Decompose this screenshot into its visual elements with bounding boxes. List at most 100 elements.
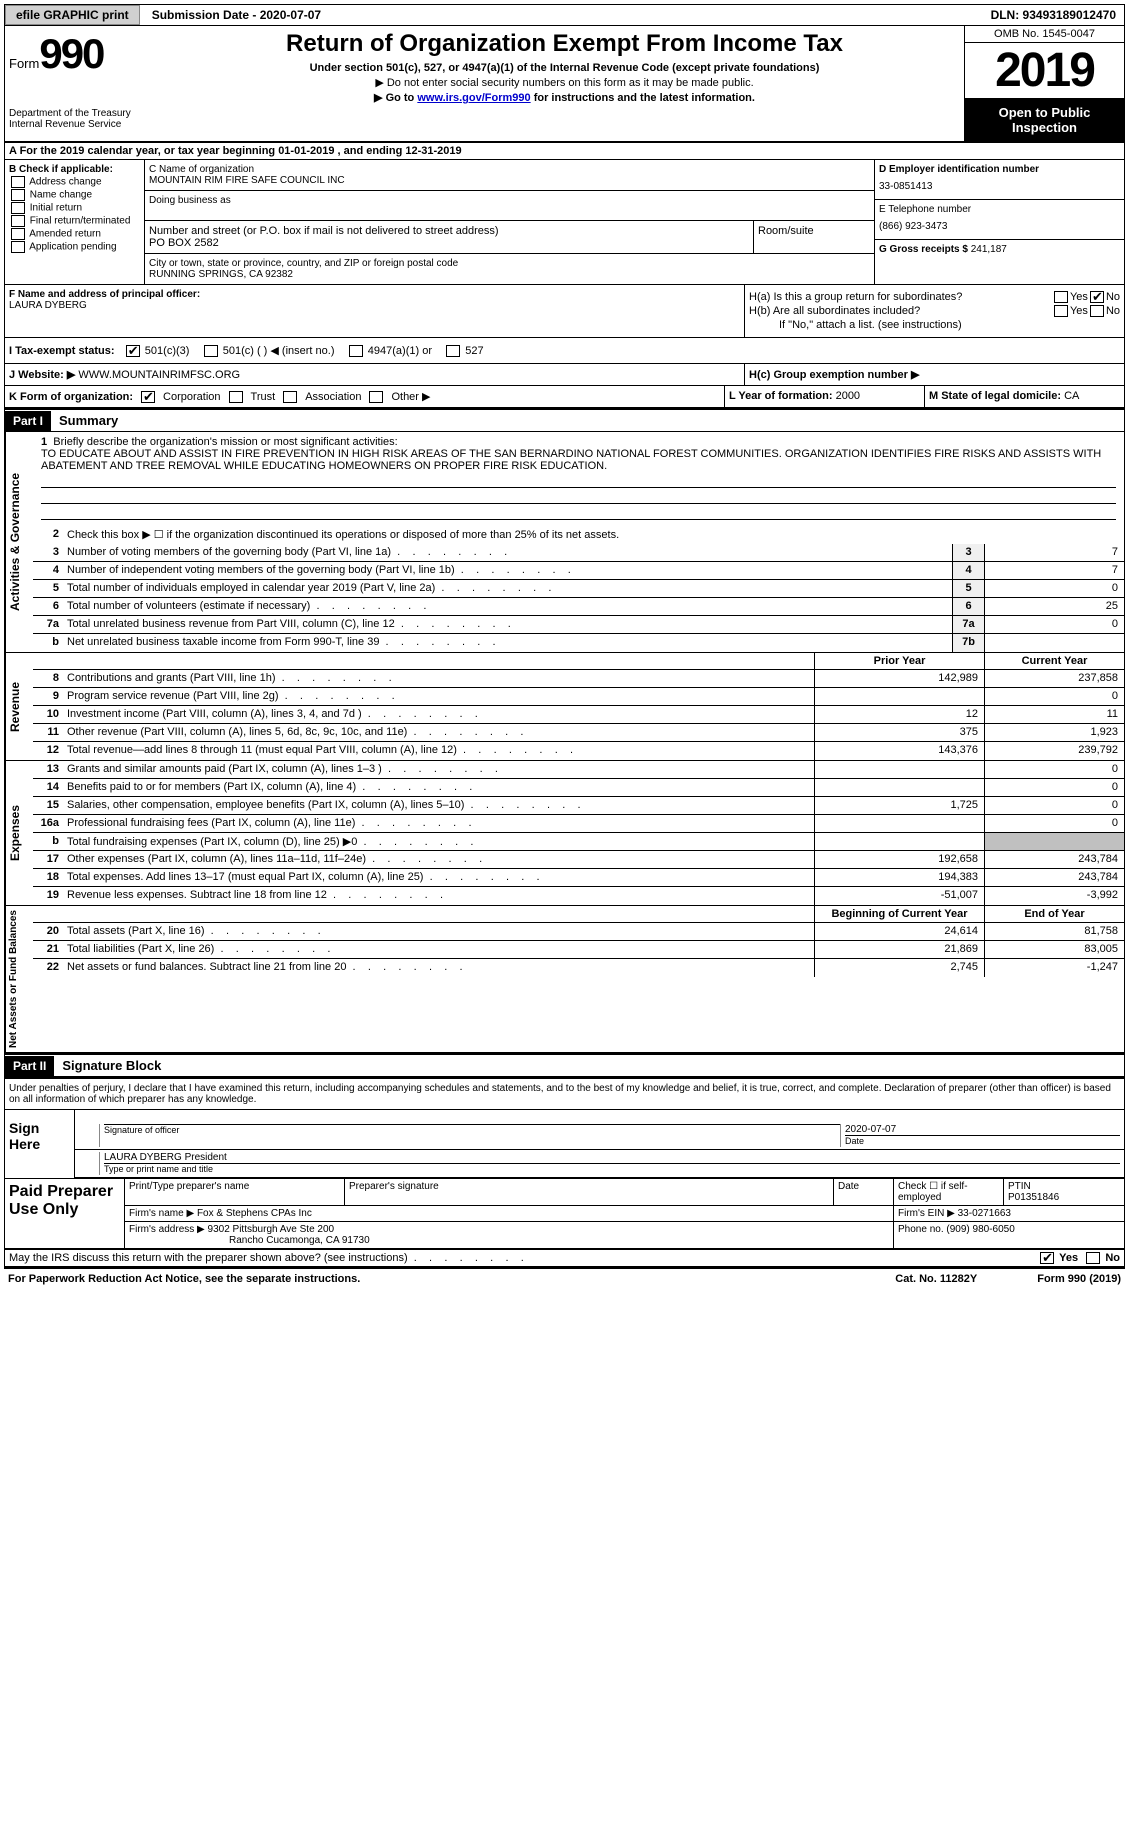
line-13: 13Grants and similar amounts paid (Part …	[33, 761, 1124, 779]
street-address: PO BOX 2582	[149, 237, 749, 249]
form-number: 990	[39, 30, 103, 77]
open-to-public: Open to Public Inspection	[965, 99, 1124, 141]
form-prefix: Form	[9, 56, 39, 71]
line-b: bNet unrelated business taxable income f…	[33, 634, 1124, 652]
check-other[interactable]	[369, 391, 383, 403]
ein: 33-0851413	[879, 181, 1120, 192]
row-j-website: J Website: ▶ WWW.MOUNTAINRIMFSC.ORG	[5, 364, 744, 385]
check-initial-return[interactable]	[11, 202, 25, 214]
vtab-revenue: Revenue	[5, 653, 33, 760]
line-19: 19Revenue less expenses. Subtract line 1…	[33, 887, 1124, 905]
box-f: F Name and address of principal officer:…	[5, 285, 744, 337]
hb-yes[interactable]	[1054, 305, 1068, 317]
check-final-return[interactable]	[11, 215, 25, 227]
line-10: 10Investment income (Part VIII, column (…	[33, 706, 1124, 724]
firm-address-2: Rancho Cucamonga, CA 91730	[229, 1235, 370, 1246]
vtab-governance: Activities & Governance	[5, 432, 33, 652]
firm-ein: 33-0271663	[958, 1208, 1011, 1219]
top-bar: efile GRAPHIC print Submission Date - 20…	[4, 4, 1125, 26]
efile-print-button[interactable]: efile GRAPHIC print	[5, 5, 140, 25]
box-d: D Employer identification number33-08514…	[874, 160, 1124, 284]
line-3: 3Number of voting members of the governi…	[33, 544, 1124, 562]
line-11: 11Other revenue (Part VIII, column (A), …	[33, 724, 1124, 742]
check-amended-return[interactable]	[11, 228, 25, 240]
part-1-header: Part I Summary	[4, 408, 1125, 432]
form-title: Return of Organization Exempt From Incom…	[169, 30, 960, 58]
line-2: Check this box ▶ ☐ if the organization d…	[63, 526, 1124, 544]
line-15: 15Salaries, other compensation, employee…	[33, 797, 1124, 815]
discuss-yes[interactable]	[1040, 1252, 1054, 1264]
ha-yes[interactable]	[1054, 291, 1068, 303]
row-k-form-org: K Form of organization: Corporation Trus…	[5, 386, 724, 407]
signature-date: 2020-07-07	[845, 1124, 896, 1135]
line-16a: 16aProfessional fundraising fees (Part I…	[33, 815, 1124, 833]
line-20: 20Total assets (Part X, line 16) 24,614 …	[33, 923, 1124, 941]
city-state-zip: RUNNING SPRINGS, CA 92382	[149, 269, 870, 280]
dln: DLN: 93493189012470	[983, 6, 1124, 24]
omb-number: OMB No. 1545-0047	[965, 26, 1124, 43]
principal-officer: LAURA DYBERG	[9, 300, 740, 311]
line-9: 9Program service revenue (Part VIII, lin…	[33, 688, 1124, 706]
line-12: 12Total revenue—add lines 8 through 11 (…	[33, 742, 1124, 760]
tax-year: 2019	[965, 43, 1124, 99]
check-527[interactable]	[446, 345, 460, 357]
check-address-change[interactable]	[11, 176, 25, 188]
website-url: WWW.MOUNTAINRIMFSC.ORG	[78, 369, 240, 381]
discuss-no[interactable]	[1086, 1252, 1100, 1264]
firm-name: Fox & Stephens CPAs Inc	[197, 1208, 312, 1219]
line-18: 18Total expenses. Add lines 13–17 (must …	[33, 869, 1124, 887]
line-5: 5Total number of individuals employed in…	[33, 580, 1124, 598]
check-501c[interactable]	[204, 345, 218, 357]
line-17: 17Other expenses (Part IX, column (A), l…	[33, 851, 1124, 869]
firm-phone: (909) 980-6050	[946, 1224, 1014, 1235]
check-corporation[interactable]	[141, 391, 155, 403]
hb-no[interactable]	[1090, 305, 1104, 317]
form-subtitle-1: Under section 501(c), 527, or 4947(a)(1)…	[169, 62, 960, 74]
dept-1: Department of the Treasury	[9, 108, 161, 119]
check-trust[interactable]	[229, 391, 243, 403]
form-subtitle-3: ▶ Go to www.irs.gov/Form990 for instruct…	[169, 91, 960, 104]
submission-date: Submission Date - 2020-07-07	[144, 6, 329, 24]
line-14: 14Benefits paid to or for members (Part …	[33, 779, 1124, 797]
check-501c3[interactable]	[126, 345, 140, 357]
irs-link[interactable]: www.irs.gov/Form990	[417, 92, 530, 104]
box-b: B Check if applicable: Address change Na…	[5, 160, 145, 284]
line-7a: 7aTotal unrelated business revenue from …	[33, 616, 1124, 634]
sign-here-label: Sign Here	[5, 1110, 75, 1178]
officer-name-title: LAURA DYBERG President	[104, 1152, 227, 1163]
ha-no[interactable]	[1090, 291, 1104, 303]
paid-preparer-label: Paid Preparer Use Only	[5, 1179, 125, 1248]
row-a-tax-year: A For the 2019 calendar year, or tax yea…	[4, 143, 1125, 160]
discuss-row: May the IRS discuss this return with the…	[4, 1250, 1125, 1267]
check-application-pending[interactable]	[11, 241, 25, 253]
self-employed-check[interactable]: Check ☐ if self-employed	[894, 1179, 1004, 1205]
line-4: 4Number of independent voting members of…	[33, 562, 1124, 580]
box-h: H(a) Is this a group return for subordin…	[744, 285, 1124, 337]
row-m-state: M State of legal domicile: CA	[924, 386, 1124, 407]
vtab-net-assets: Net Assets or Fund Balances	[5, 906, 33, 1052]
form-subtitle-2: ▶ Do not enter social security numbers o…	[169, 76, 960, 89]
line-8: 8Contributions and grants (Part VIII, li…	[33, 670, 1124, 688]
line-21: 21Total liabilities (Part X, line 26) 21…	[33, 941, 1124, 959]
check-4947[interactable]	[349, 345, 363, 357]
firm-address-1: 9302 Pittsburgh Ave Ste 200	[208, 1224, 335, 1235]
gross-receipts: 241,187	[971, 244, 1007, 255]
signature-block: Under penalties of perjury, I declare th…	[4, 1077, 1125, 1250]
form-header: Form990 Department of the Treasury Inter…	[4, 26, 1125, 143]
org-name: MOUNTAIN RIM FIRE SAFE COUNCIL INC	[149, 175, 870, 186]
ptin: P01351846	[1008, 1192, 1059, 1203]
row-hc: H(c) Group exemption number ▶	[744, 364, 1124, 385]
box-c: C Name of organization MOUNTAIN RIM FIRE…	[145, 160, 874, 284]
line-6: 6Total number of volunteers (estimate if…	[33, 598, 1124, 616]
rev-header: Prior YearCurrent Year	[33, 653, 1124, 670]
line-b: bTotal fundraising expenses (Part IX, co…	[33, 833, 1124, 851]
line-22: 22Net assets or fund balances. Subtract …	[33, 959, 1124, 977]
check-name-change[interactable]	[11, 189, 25, 201]
telephone: (866) 923-3473	[879, 221, 1120, 232]
row-l-year: L Year of formation: 2000	[724, 386, 924, 407]
check-association[interactable]	[283, 391, 297, 403]
net-header: Beginning of Current YearEnd of Year	[33, 906, 1124, 923]
perjury-declaration: Under penalties of perjury, I declare th…	[5, 1079, 1124, 1110]
row-i-tax-status: I Tax-exempt status: 501(c)(3) 501(c) ( …	[5, 338, 1124, 363]
page-footer: For Paperwork Reduction Act Notice, see …	[4, 1267, 1125, 1289]
